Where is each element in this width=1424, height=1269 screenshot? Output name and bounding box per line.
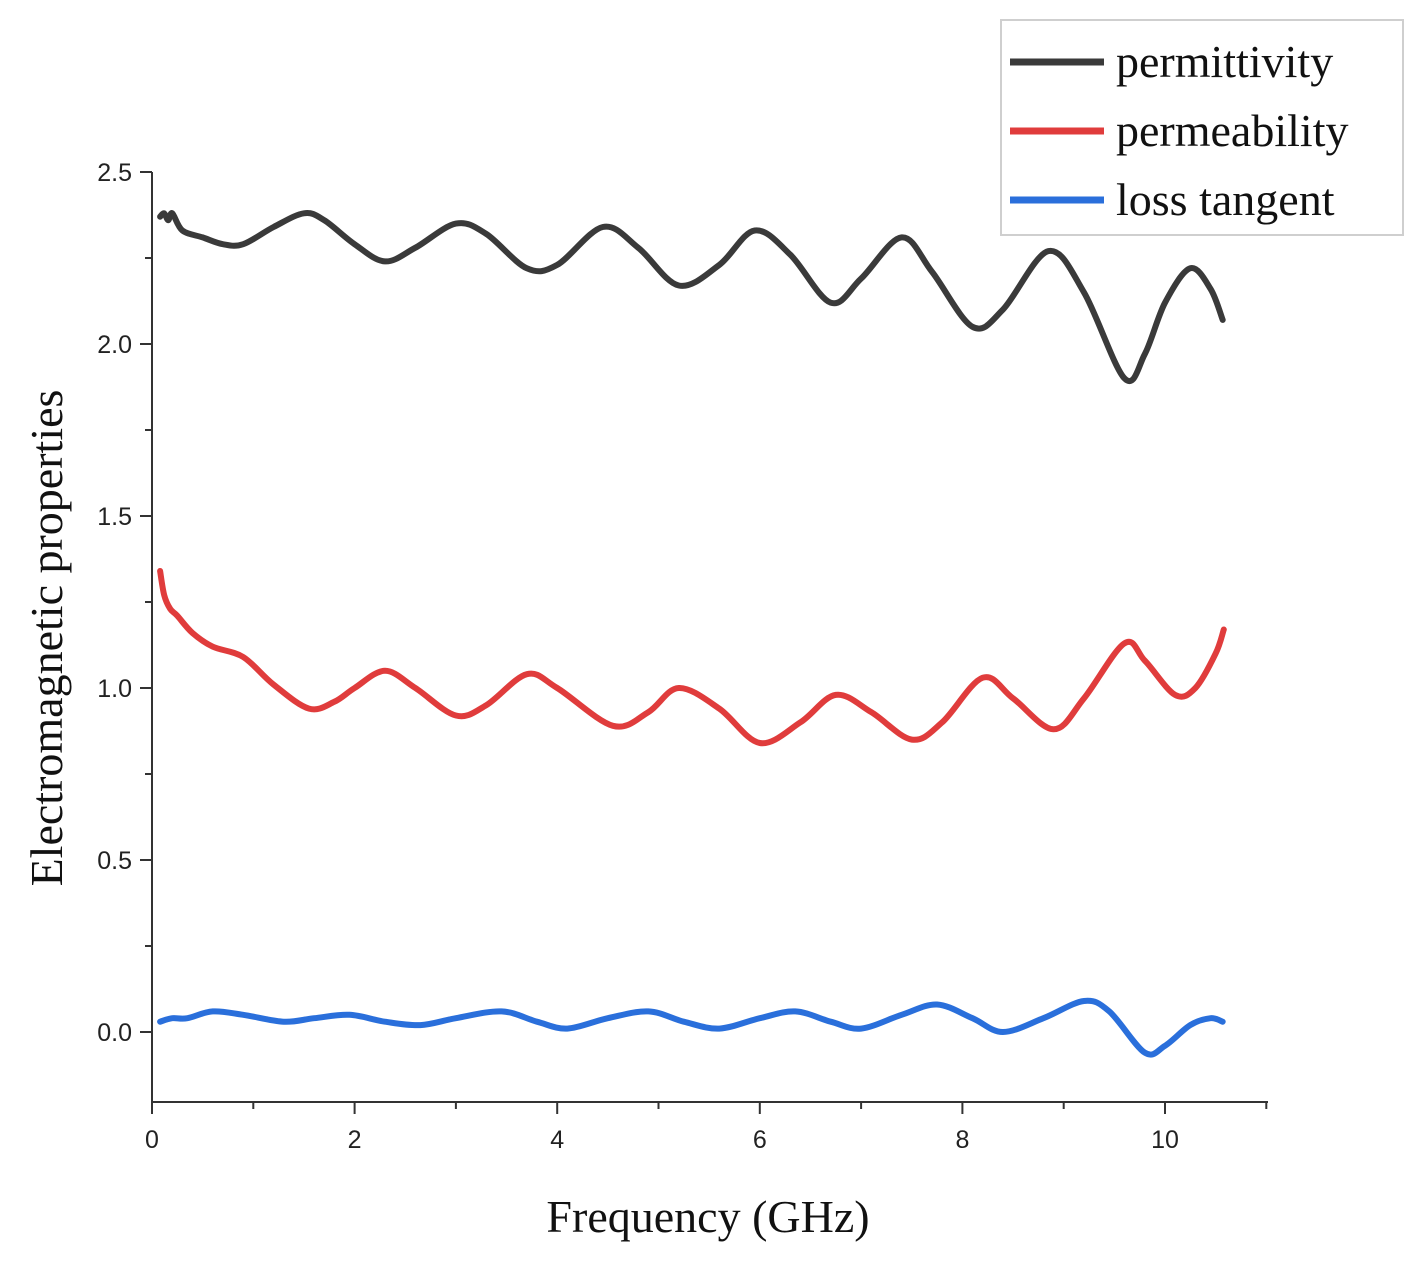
y-tick-label: 2.5 xyxy=(97,159,132,187)
legend-label: permittivity xyxy=(1116,36,1333,87)
x-tick-label: 2 xyxy=(348,1126,362,1154)
x-tick-label: 10 xyxy=(1151,1126,1179,1154)
legend: permittivity permeability loss tangent xyxy=(1000,19,1404,236)
x-axis-title: Frequency (GHz) xyxy=(546,1191,869,1242)
y-tick-label: 1.5 xyxy=(97,503,132,531)
legend-label: permeability xyxy=(1116,105,1348,156)
y-axis-title: Electromagnetic properties xyxy=(21,390,72,887)
x-tick-label: 0 xyxy=(145,1126,159,1154)
x-ticks: 0 2 4 6 8 10 xyxy=(145,1102,1268,1154)
series-line-loss-tangent xyxy=(157,997,1226,1058)
y-tick-label: 0.0 xyxy=(97,1019,132,1047)
y-tick-label: 2.0 xyxy=(97,331,132,359)
series-lines xyxy=(157,210,1227,1058)
y-ticks: 0.0 0.5 1.0 1.5 2.0 2.5 xyxy=(97,159,152,1047)
y-tick-label: 1.0 xyxy=(97,675,132,703)
x-tick-label: 6 xyxy=(753,1126,767,1154)
legend-items: permittivity permeability loss tangent xyxy=(1010,36,1348,225)
x-tick-label: 8 xyxy=(955,1126,969,1154)
series-line-permeability xyxy=(157,568,1227,747)
x-tick-label: 4 xyxy=(550,1126,564,1154)
y-tick-label: 0.5 xyxy=(97,847,132,875)
legend-label: loss tangent xyxy=(1116,174,1335,225)
series-line-permittivity xyxy=(157,210,1226,384)
axes: 0 2 4 6 8 10 0.0 0.5 1.0 1.5 2.0 2.5 xyxy=(97,159,1268,1154)
